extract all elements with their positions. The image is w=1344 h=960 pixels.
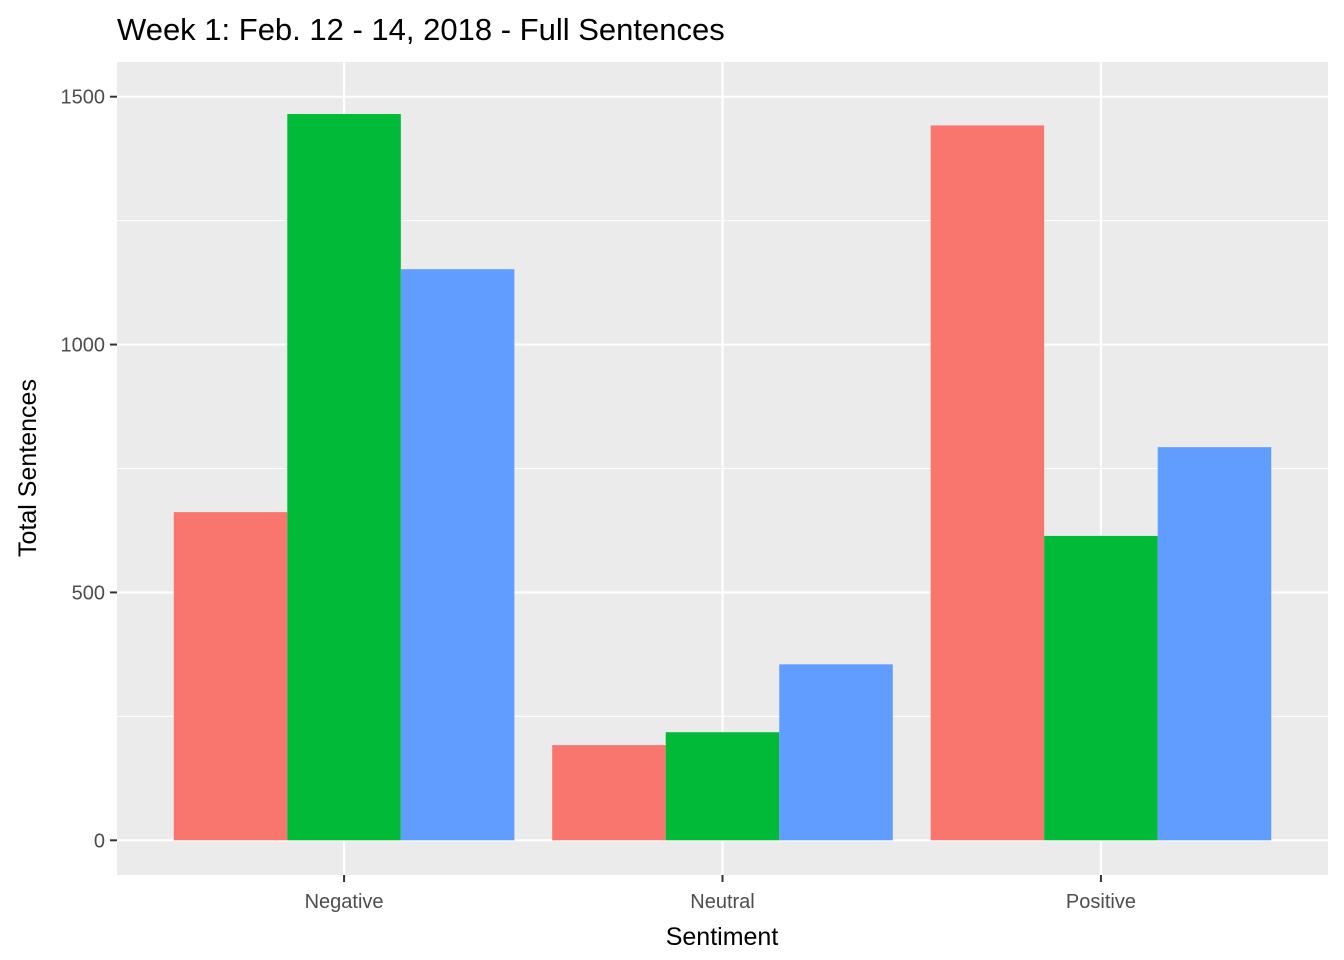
x-tick-label: Positive xyxy=(1066,891,1136,913)
bar-neutral-3 xyxy=(779,664,893,841)
bar-negative-2 xyxy=(287,114,401,841)
bar-positive-2 xyxy=(1044,535,1158,841)
bar-positive-3 xyxy=(1157,447,1272,841)
y-tick-label: 1500 xyxy=(61,87,106,109)
bar-neutral-2 xyxy=(665,732,780,841)
chart-title: Week 1: Feb. 12 - 14, 2018 - Full Senten… xyxy=(117,12,725,47)
x-tick-label: Negative xyxy=(305,891,384,913)
bar-negative-3 xyxy=(400,269,515,841)
y-tick-label: 500 xyxy=(72,582,105,604)
bar-positive-1 xyxy=(930,125,1045,841)
x-axis-title: Sentiment xyxy=(666,923,779,951)
y-axis: 0 500 1000 1500 xyxy=(61,87,117,852)
x-tick-label: Neutral xyxy=(690,891,754,913)
bars xyxy=(173,114,1272,841)
x-axis: Negative Neutral Positive xyxy=(305,875,1136,913)
y-tick-label: 1000 xyxy=(61,335,106,357)
y-axis-title: Total Sentences xyxy=(14,379,42,557)
y-tick-label: 0 xyxy=(94,830,105,852)
bar-neutral-1 xyxy=(552,745,666,841)
bar-negative-1 xyxy=(173,512,288,841)
